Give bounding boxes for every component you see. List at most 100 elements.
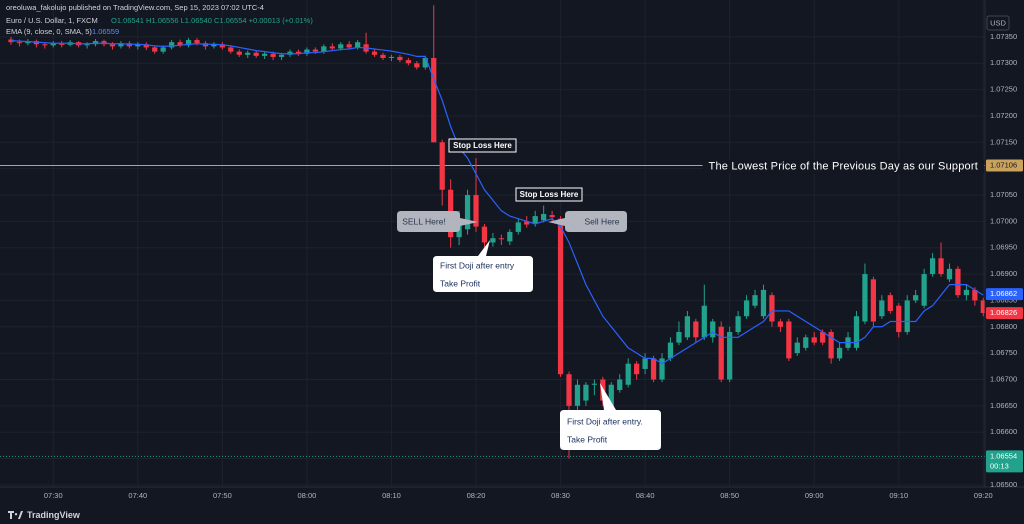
- brand: TradingView: [27, 510, 81, 520]
- candle-body: [870, 279, 877, 322]
- currency: USD: [990, 18, 1006, 27]
- candle-body: [549, 215, 555, 218]
- candle-body: [211, 44, 217, 47]
- candle-body: [295, 51, 302, 54]
- candle-body: [591, 383, 598, 385]
- y-tick-label: 1.06700: [990, 374, 1017, 383]
- candle-body: [431, 57, 437, 143]
- candle-body: [836, 347, 843, 359]
- candle-body: [921, 274, 927, 306]
- candle-body: [346, 44, 352, 48]
- sell-label: Sell Here: [585, 216, 620, 226]
- candle-body: [710, 321, 716, 338]
- candle-body: [879, 300, 885, 317]
- candle-body: [752, 295, 758, 306]
- y-tick-label: 1.07200: [990, 111, 1017, 120]
- y-tick-label: 1.06650: [990, 401, 1017, 410]
- candle-body: [304, 49, 310, 54]
- candle-body: [515, 222, 521, 232]
- x-tick-label: 09:00: [805, 491, 824, 500]
- candle-body: [16, 42, 23, 44]
- price-label: 1.06554: [990, 451, 1017, 460]
- candle-body: [278, 54, 285, 57]
- y-tick-label: 1.06900: [990, 269, 1017, 278]
- candle-body: [422, 57, 428, 68]
- candle-body: [811, 337, 817, 343]
- legend-ohlc: O1.06541 H1.06556 L1.06540 C1.06554 +0.0…: [111, 16, 313, 25]
- candle-body: [828, 332, 834, 359]
- candle-body: [972, 289, 978, 301]
- candle-body: [439, 142, 445, 190]
- y-tick-label: 1.06500: [990, 480, 1017, 489]
- callout-doji: [433, 240, 533, 292]
- legend-symbol: Euro / U.S. Dollar, 1, FXCM: [6, 16, 98, 25]
- price-box: [986, 450, 1023, 473]
- candle-body: [228, 47, 234, 52]
- candle-body: [913, 295, 919, 301]
- candle-body: [464, 195, 471, 230]
- candle-body: [803, 337, 809, 348]
- candle-body: [617, 379, 623, 391]
- candle-body: [718, 326, 724, 380]
- candle-body: [169, 42, 175, 48]
- x-tick-label: 08:20: [467, 491, 486, 500]
- candle-body: [820, 332, 826, 343]
- take-profit-label: Take Profit: [567, 434, 608, 444]
- candle-body: [887, 295, 893, 311]
- y-tick-label: 1.07350: [990, 32, 1017, 41]
- x-tick-label: 09:20: [974, 491, 993, 500]
- candle-body: [693, 321, 699, 338]
- candle-body: [955, 268, 961, 296]
- x-tick-label: 08:30: [551, 491, 570, 500]
- candle-body: [270, 53, 276, 57]
- candle-body: [634, 363, 640, 375]
- candle-body: [853, 316, 860, 348]
- candle-body: [583, 384, 589, 401]
- footer: TradingView: [8, 510, 81, 520]
- header: oreoluwa_fakolujo published on TradingVi…: [6, 3, 313, 36]
- y-tick-label: 1.06950: [990, 243, 1017, 252]
- candle-body: [338, 44, 344, 49]
- candle-body: [109, 44, 116, 47]
- y-tick-label: 1.06600: [990, 427, 1017, 436]
- candle-body: [177, 42, 183, 46]
- ema-line: [10, 39, 984, 365]
- candle-body: [388, 56, 395, 58]
- candle-body: [219, 44, 225, 48]
- annotations: Stop Loss Here Stop Loss Here SELL Here!…: [397, 138, 984, 450]
- published: oreoluwa_fakolujo published on TradingVi…: [6, 3, 264, 12]
- candle-body: [524, 221, 530, 225]
- candle-body: [659, 358, 665, 380]
- candle-body: [405, 60, 411, 64]
- candle-body: [676, 332, 682, 343]
- candle-body: [59, 43, 65, 45]
- currency-box[interactable]: [986, 15, 1010, 31]
- candle-body: [84, 44, 90, 46]
- candle-body: [414, 63, 420, 68]
- candle-body: [574, 384, 581, 406]
- x-tick-label: 08:50: [720, 491, 739, 500]
- callout-sell: [397, 211, 478, 232]
- candle-body: [557, 218, 564, 375]
- candle-body: [642, 358, 648, 369]
- candle-body: [245, 52, 251, 55]
- y-tick-label: 1.07000: [990, 216, 1017, 225]
- candle-body: [262, 53, 268, 56]
- candle-body: [160, 47, 166, 52]
- candle-body: [743, 300, 750, 317]
- candle-body: [769, 295, 775, 322]
- support-price-box: [986, 159, 1023, 172]
- brand-logo: [8, 511, 23, 519]
- x-tick-label: 08:00: [298, 491, 317, 500]
- price-label: 1.06826: [990, 308, 1017, 317]
- y-tick-label: 1.07300: [990, 58, 1017, 67]
- price-label: 1.06862: [990, 289, 1017, 298]
- candle-body: [896, 305, 902, 333]
- doji-label: First Doji after entry.: [567, 416, 643, 426]
- candle-body: [185, 40, 192, 46]
- legend-ema-value: 1.06559: [92, 27, 119, 36]
- doji-label: First Doji after entry: [440, 260, 515, 270]
- candle-body: [701, 305, 707, 338]
- candle-body: [42, 44, 48, 46]
